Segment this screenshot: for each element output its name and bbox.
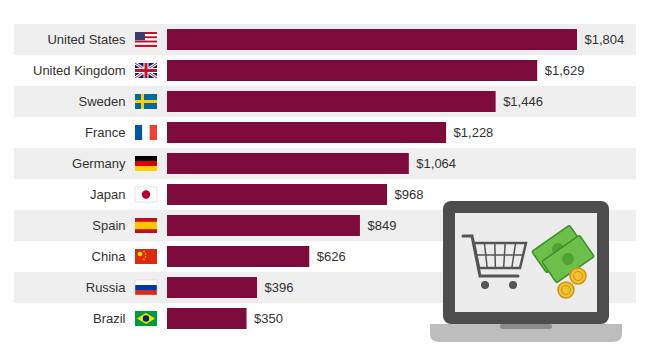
svg-text:Russia: Russia [86, 280, 127, 295]
svg-text:$350: $350 [254, 311, 283, 326]
svg-text:Germany: Germany [72, 156, 126, 171]
svg-text:France: France [85, 125, 125, 140]
svg-text:Sweden: Sweden [79, 94, 126, 109]
svg-text:$968: $968 [395, 187, 424, 202]
svg-text:Spain: Spain [92, 218, 125, 233]
svg-text:China: China [92, 249, 127, 264]
svg-text:$626: $626 [317, 249, 346, 264]
svg-text:United States: United States [47, 32, 126, 47]
svg-text:$1,804: $1,804 [585, 32, 625, 47]
svg-text:Brazil: Brazil [93, 311, 126, 326]
svg-text:$396: $396 [265, 280, 294, 295]
svg-text:$1,064: $1,064 [416, 156, 456, 171]
svg-text:$1,629: $1,629 [545, 63, 585, 78]
svg-text:Japan: Japan [90, 187, 125, 202]
svg-text:$849: $849 [367, 218, 396, 233]
svg-text:$1,446: $1,446 [503, 94, 543, 109]
svg-text:$1,228: $1,228 [454, 125, 494, 140]
svg-text:United Kingdom: United Kingdom [33, 63, 126, 78]
